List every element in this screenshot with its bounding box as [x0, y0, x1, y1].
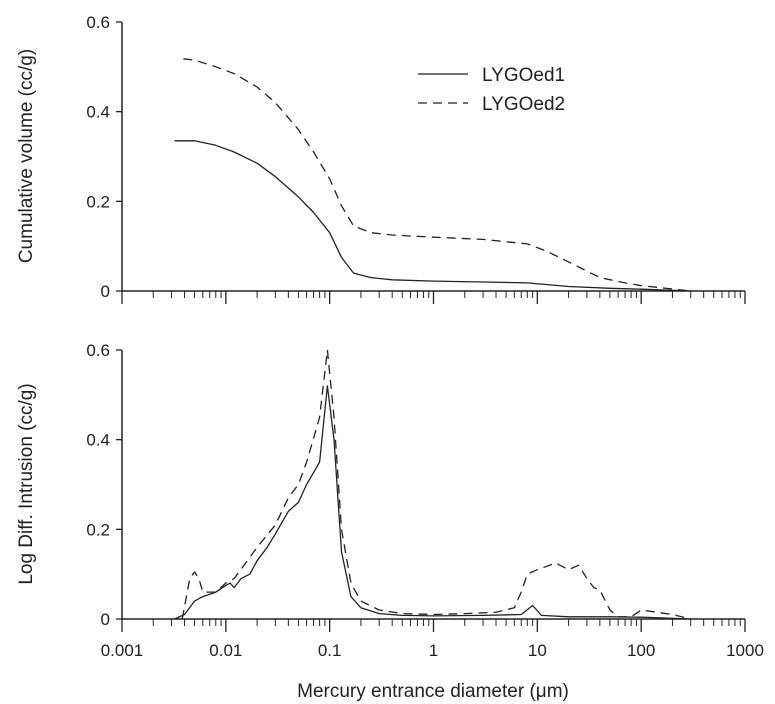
top-ticks: 0 0.2 0.4 0.6	[86, 13, 746, 304]
legend: LYGOed1 LYGOed2	[418, 65, 565, 115]
x-tick-label: 0.001	[101, 641, 144, 660]
bottom-ticks: 0 0.2 0.4 0.6 0.001 0.01 0.1 1 10 100 1000	[86, 341, 764, 660]
x-tick-label: 100	[627, 641, 655, 660]
legend-label-lygoed2: LYGOed2	[482, 94, 565, 115]
x-tick-label: 0.01	[209, 641, 242, 660]
x-tick-label: 0.1	[318, 641, 342, 660]
bottom-y-axis-title: Log Diff. Intrusion (cc/g)	[16, 383, 37, 584]
top-y-tick-label: 0	[101, 282, 110, 301]
top-panel: 0 0.2 0.4 0.6 Cumulative volume (cc/g) LYGO…	[16, 13, 746, 304]
bottom-panel: 0 0.2 0.4 0.6 0.001 0.01 0.1 1 10 100 1000 Log Dif…	[16, 341, 764, 702]
top-series-lygoed1	[174, 140, 691, 292]
bottom-series	[174, 349, 691, 620]
x-tick-label: 10	[528, 641, 547, 660]
top-series	[174, 58, 691, 292]
x-tick-label: 1	[429, 641, 438, 660]
top-series-lygoed2	[183, 58, 691, 292]
bottom-series-lygoed2	[181, 349, 691, 620]
top-y-tick-label: 0.2	[86, 192, 110, 211]
top-y-tick-label: 0.6	[86, 13, 110, 32]
bottom-y-tick-label: 0.6	[86, 341, 110, 360]
top-y-tick-label: 0.4	[86, 103, 110, 122]
x-tick-label: 1000	[726, 641, 764, 660]
bottom-series-lygoed1	[174, 385, 691, 620]
legend-label-lygoed1: LYGOed1	[482, 65, 565, 86]
top-y-axis-title: Cumulative volume (cc/g)	[16, 49, 37, 263]
x-axis-title: Mercury entrance diameter (μm)	[297, 681, 569, 702]
bottom-y-tick-label: 0.2	[86, 520, 110, 539]
bottom-y-tick-label: 0.4	[86, 431, 110, 450]
bottom-y-tick-label: 0	[101, 610, 110, 629]
